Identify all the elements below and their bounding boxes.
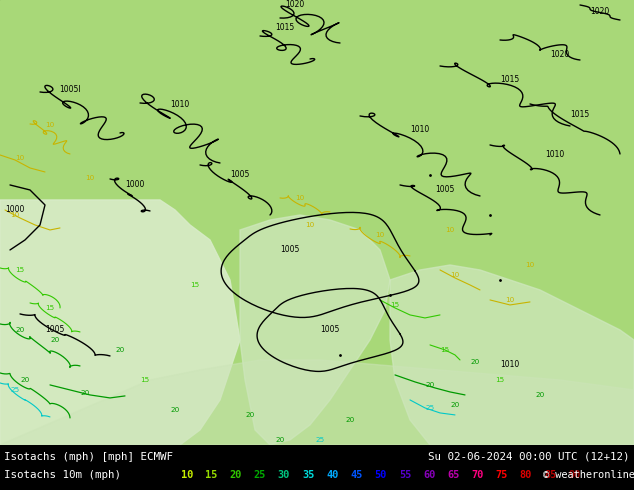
Text: 20: 20 xyxy=(15,327,25,333)
Text: 25: 25 xyxy=(425,405,435,411)
Text: 25: 25 xyxy=(315,437,325,443)
Text: 50: 50 xyxy=(375,470,387,480)
Text: 1005l: 1005l xyxy=(59,85,81,95)
Text: 10: 10 xyxy=(375,232,385,238)
Text: 80: 80 xyxy=(520,470,532,480)
Text: 40: 40 xyxy=(327,470,339,480)
Text: 1000: 1000 xyxy=(5,205,25,215)
Text: 10: 10 xyxy=(15,155,25,161)
Text: Isotachs 10m (mph): Isotachs 10m (mph) xyxy=(4,470,121,480)
Text: 20: 20 xyxy=(470,359,480,365)
Text: 15: 15 xyxy=(441,347,450,353)
Polygon shape xyxy=(390,265,634,445)
Text: 1015: 1015 xyxy=(275,24,295,32)
Text: 15: 15 xyxy=(140,377,150,383)
Text: 1005: 1005 xyxy=(230,171,250,179)
Text: 10: 10 xyxy=(86,175,94,181)
Text: 15: 15 xyxy=(15,267,25,273)
Text: 1020: 1020 xyxy=(550,50,569,59)
Text: 1010: 1010 xyxy=(500,361,520,369)
Text: 1020: 1020 xyxy=(590,7,610,17)
Text: 30: 30 xyxy=(278,470,290,480)
Text: 20: 20 xyxy=(81,390,89,396)
Text: 10: 10 xyxy=(295,195,304,201)
Text: 55: 55 xyxy=(399,470,411,480)
Text: 1010: 1010 xyxy=(410,125,430,134)
Text: 60: 60 xyxy=(423,470,436,480)
Text: Su 02-06-2024 00:00 UTC (12+12): Su 02-06-2024 00:00 UTC (12+12) xyxy=(429,452,630,462)
Text: 20: 20 xyxy=(346,417,354,423)
Text: 1010: 1010 xyxy=(545,150,565,159)
Text: 1000: 1000 xyxy=(126,180,145,190)
Text: Isotachs (mph) [mph] ECMWF: Isotachs (mph) [mph] ECMWF xyxy=(4,452,173,462)
Text: 1015: 1015 xyxy=(500,75,520,84)
Text: 1005: 1005 xyxy=(436,186,455,195)
Text: 20: 20 xyxy=(275,437,285,443)
Text: 20: 20 xyxy=(450,402,460,408)
Text: 10: 10 xyxy=(181,470,193,480)
Text: 20: 20 xyxy=(171,407,179,413)
Text: 20: 20 xyxy=(115,347,125,353)
Text: 10: 10 xyxy=(46,122,55,128)
Text: 10: 10 xyxy=(445,227,455,233)
Text: 10: 10 xyxy=(10,212,20,218)
Polygon shape xyxy=(0,360,634,445)
Text: 10: 10 xyxy=(505,297,515,303)
Text: 20: 20 xyxy=(20,377,30,383)
Text: 35: 35 xyxy=(302,470,314,480)
Text: 10: 10 xyxy=(450,272,460,278)
Text: 85: 85 xyxy=(544,470,556,480)
Text: 1010: 1010 xyxy=(171,100,190,109)
Text: 1005: 1005 xyxy=(320,325,340,335)
Text: 90: 90 xyxy=(568,470,581,480)
Text: 25: 25 xyxy=(10,387,20,393)
Text: © weatheronline.co.uk: © weatheronline.co.uk xyxy=(543,470,634,480)
Text: 20: 20 xyxy=(230,470,242,480)
Polygon shape xyxy=(0,200,240,445)
Text: 15: 15 xyxy=(190,282,200,288)
Text: 10: 10 xyxy=(526,262,534,268)
Text: 70: 70 xyxy=(472,470,484,480)
Polygon shape xyxy=(0,0,634,445)
Text: 20: 20 xyxy=(50,337,60,343)
Text: 65: 65 xyxy=(447,470,460,480)
Text: 25: 25 xyxy=(254,470,266,480)
Text: 15: 15 xyxy=(205,470,217,480)
Text: 15: 15 xyxy=(46,305,55,311)
Text: 15: 15 xyxy=(495,377,505,383)
Polygon shape xyxy=(240,215,390,445)
Text: 1015: 1015 xyxy=(571,110,590,120)
Text: 20: 20 xyxy=(535,392,545,398)
Text: 1005: 1005 xyxy=(45,325,65,335)
Text: 75: 75 xyxy=(496,470,508,480)
Text: 20: 20 xyxy=(245,412,255,418)
Text: 1005: 1005 xyxy=(280,245,300,254)
Text: 10: 10 xyxy=(306,222,314,228)
Text: 45: 45 xyxy=(351,470,363,480)
Text: 15: 15 xyxy=(391,302,399,308)
Text: 20: 20 xyxy=(425,382,435,388)
Text: 1020: 1020 xyxy=(285,0,304,9)
